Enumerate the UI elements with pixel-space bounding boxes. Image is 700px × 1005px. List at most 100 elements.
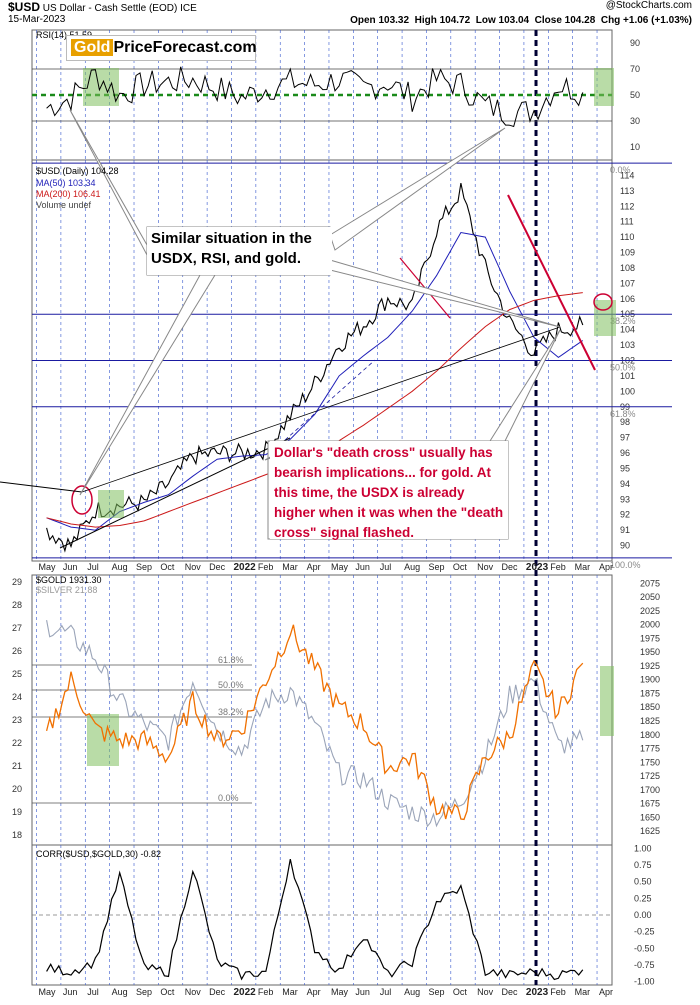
- silver-tick-label: 18: [12, 830, 22, 840]
- axis-usd-label: Apr: [599, 562, 613, 572]
- usd-tick-label: 91: [620, 525, 630, 535]
- axis-usd-label: Dec: [502, 562, 519, 572]
- panel-frame-gold: [31, 574, 613, 846]
- ohlc-row: Open 103.32 High 104.72 Low 103.04 Close…: [350, 15, 692, 26]
- axis-usd-label: May: [331, 562, 349, 572]
- usd-legend-ma200: MA(200) 106.41: [36, 189, 101, 199]
- axis-bottom-label: 2022: [233, 987, 256, 998]
- gold-tick-label: 1775: [640, 744, 660, 754]
- axis-bottom-label: Mar: [282, 987, 298, 997]
- red-circle-2021: [71, 485, 93, 515]
- axis-bottom-label: May: [331, 987, 349, 997]
- usd-price-line: [46, 182, 584, 553]
- corr-tick-label: 0.25: [634, 893, 652, 903]
- usd-highlight-2021: [98, 490, 124, 518]
- silver-tick-label: 28: [12, 600, 22, 610]
- gold-tick-label: 1975: [640, 633, 660, 643]
- axis-bottom-label: Jul: [87, 987, 99, 997]
- rsi-tick-label: 50: [630, 90, 640, 100]
- axis-usd-label: Dec: [209, 562, 226, 572]
- axis-usd-label: Aug: [404, 562, 420, 572]
- death-cross-callout: Dollar's "death cross" usually has beari…: [270, 441, 508, 540]
- usd-legend-volume: Volume undef: [36, 200, 92, 210]
- gold-fib-label: 50.0%: [218, 680, 244, 690]
- gold-tick-label: 1850: [640, 702, 660, 712]
- gold-tick-label: 2025: [640, 606, 660, 616]
- gold-tick-label: 1675: [640, 799, 660, 809]
- black-support-line: [59, 437, 291, 549]
- axis-bottom-label: Sep: [428, 987, 444, 997]
- axis-usd-label: Mar: [282, 562, 298, 572]
- rsi-highlight-2023: [594, 68, 614, 106]
- silver-tick-label: 24: [12, 692, 22, 702]
- header-date: 15-Mar-2023: [8, 14, 66, 25]
- axis-usd-label: Nov: [185, 562, 202, 572]
- rsi-tick-label: 70: [630, 64, 640, 74]
- watermark: @StockCharts.com: [605, 0, 692, 11]
- axis-bottom-label: Oct: [453, 987, 468, 997]
- logo-gold: Gold: [71, 39, 114, 56]
- usd-tick-label: 98: [620, 417, 630, 427]
- corr-tick-label: -0.75: [634, 960, 655, 970]
- gold-tick-label: 1950: [640, 647, 660, 657]
- axis-usd-label: Jun: [63, 562, 78, 572]
- usd-tick-label: 109: [620, 248, 635, 258]
- axis-usd-label: Nov: [477, 562, 494, 572]
- gold-tick-label: 1700: [640, 785, 660, 795]
- corr-tick-label: 0.75: [634, 860, 652, 870]
- usd-highlight-2023: [594, 300, 616, 336]
- axis-usd-label: Jul: [380, 562, 392, 572]
- high-value: High 104.72: [414, 15, 471, 26]
- exchange: ICE: [180, 3, 197, 14]
- ma50-line: [46, 231, 584, 531]
- gold-tick-label: 2000: [640, 620, 660, 630]
- axis-bottom-label: Oct: [160, 987, 175, 997]
- corr-tick-label: 0.50: [634, 877, 652, 887]
- usd-tick-label: 108: [620, 263, 635, 273]
- axis-bottom-label: Dec: [502, 987, 519, 997]
- silver-tick-label: 26: [12, 646, 22, 656]
- axis-bottom-label: 2023: [526, 987, 549, 998]
- rsi-tick-label: 90: [630, 38, 640, 48]
- usd-tick-label: 95: [620, 463, 630, 473]
- axis-usd-label: Feb: [550, 562, 566, 572]
- corr-tick-label: 1.00: [634, 843, 652, 853]
- axis-usd-label: Oct: [453, 562, 468, 572]
- axis-usd-label: Sep: [428, 562, 444, 572]
- usd-tick-label: 92: [620, 510, 630, 520]
- usd-legend-price: $USD (Daily) 104.28: [36, 166, 119, 176]
- usd-tick-label: 111: [620, 217, 634, 227]
- gold-tick-label: 1825: [640, 716, 660, 726]
- axis-usd-label: Aug: [112, 562, 128, 572]
- axis-usd-label: 2022: [233, 562, 256, 573]
- gold-tick-label: 1925: [640, 661, 660, 671]
- usd-tick-label: 104: [620, 325, 635, 335]
- corr-tick-label: -0.25: [634, 927, 655, 937]
- usd-tick-label: 106: [620, 294, 635, 304]
- fib-label: 38.2%: [610, 316, 636, 326]
- axis-bottom-label: Sep: [136, 987, 152, 997]
- gold-tick-label: 1625: [640, 826, 660, 836]
- axis-bottom-label: Aug: [404, 987, 420, 997]
- usd-tick-label: 96: [620, 448, 630, 458]
- fib-label: 100.0%: [610, 560, 641, 570]
- axis-bottom-label: Nov: [477, 987, 494, 997]
- usd-tick-label: 94: [620, 479, 630, 489]
- silver-legend: $SILVER 21.88: [36, 585, 97, 595]
- gold-tick-label: 1875: [640, 688, 660, 698]
- axis-usd-label: Jun: [355, 562, 370, 572]
- axis-bottom-label: Apr: [307, 987, 321, 997]
- axis-usd-label: Feb: [258, 562, 274, 572]
- rsi-tick-label: 10: [630, 142, 640, 152]
- axis-bottom-label: Jul: [380, 987, 392, 997]
- fib-label: 61.8%: [610, 409, 636, 419]
- axis-bottom-label: Jun: [355, 987, 370, 997]
- usd-tick-label: 107: [620, 278, 635, 288]
- silver-tick-label: 27: [12, 623, 22, 633]
- gold-tick-label: 1750: [640, 757, 660, 767]
- open-value: Open 103.32: [350, 15, 410, 26]
- silver-line: [46, 619, 584, 828]
- corr-tick-label: -0.50: [634, 943, 655, 953]
